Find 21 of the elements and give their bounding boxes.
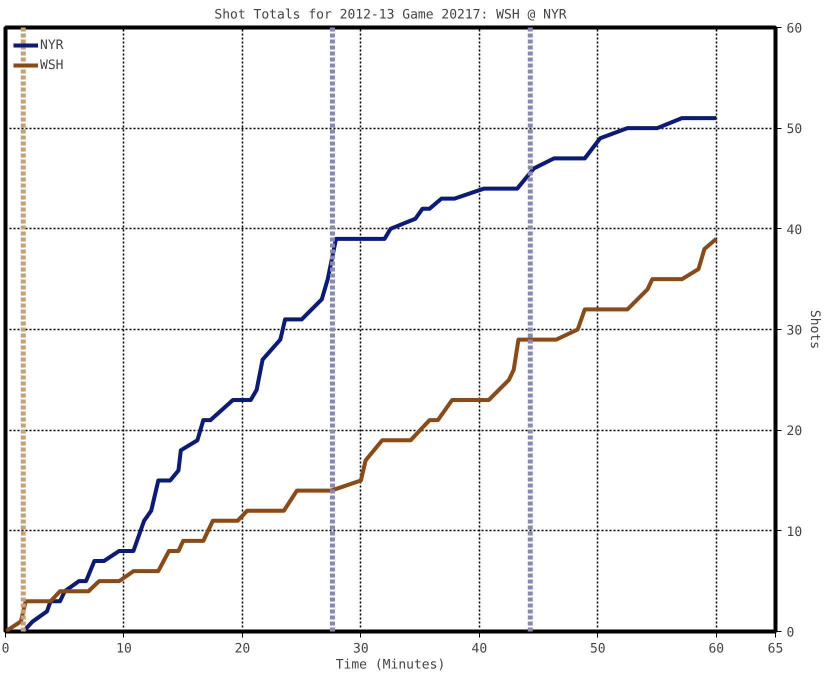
legend-label: WSH [40, 58, 64, 72]
y-tick-label: 50 [786, 122, 802, 138]
x-axis-title: Time (Minutes) [336, 658, 446, 672]
x-tick-label: 40 [472, 642, 488, 656]
y-tick-label: 30 [786, 324, 802, 338]
y-axis-title: Shots [807, 310, 822, 350]
chart-title: Shot Totals for 2012-13 Game 20217: WSH @ NYR [214, 8, 567, 22]
x-tick-label: 60 [708, 642, 724, 656]
x-tick-label: 30 [353, 642, 369, 656]
x-tick-label: 50 [590, 642, 606, 656]
x-tick-label: 65 [768, 642, 784, 656]
y-tick-label: 20 [786, 424, 802, 440]
line-series [6, 236, 718, 632]
x-tick-label: 20 [234, 642, 250, 656]
y-tick-label: 60 [786, 22, 802, 36]
y-tick-label: 10 [786, 524, 802, 540]
y-tick-label: 40 [786, 222, 802, 238]
x-tick-label: 10 [116, 642, 132, 656]
y-tick-label: 0 [786, 626, 794, 640]
x-tick-label: 0 [2, 642, 10, 656]
legend-label: NYR [40, 38, 64, 52]
